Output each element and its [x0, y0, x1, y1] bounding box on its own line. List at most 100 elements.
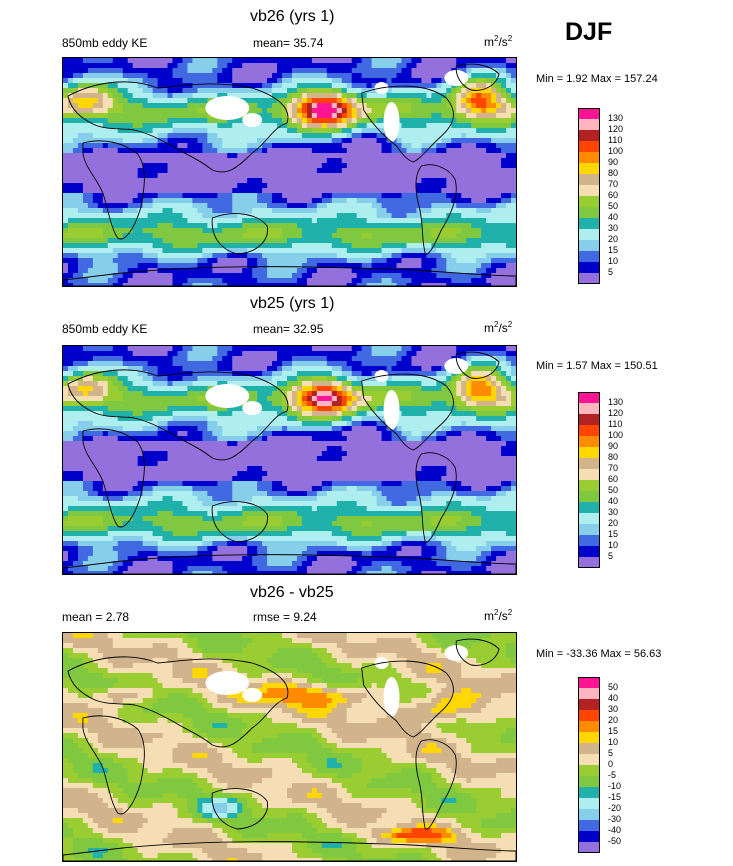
colorbar-level-label: 10	[608, 540, 619, 550]
colorbar-swatch	[578, 251, 600, 262]
coastline	[455, 351, 500, 379]
panel-minmax: Min = -33.36 Max = 56.63	[536, 648, 662, 660]
colorbar-level-label: 30	[608, 223, 619, 233]
coastline	[415, 739, 457, 830]
colorbar-swatch	[578, 392, 600, 403]
colorbar-level-label: 60	[608, 190, 619, 200]
colorbar-level-label: 50	[608, 682, 619, 692]
colorbar-swatch	[578, 809, 600, 820]
colorbar-level-label: 80	[608, 452, 619, 462]
colorbar-swatch	[578, 842, 600, 853]
colorbar-level-label: 130	[608, 397, 624, 407]
coastline	[361, 660, 454, 738]
colorbar-level-label: -30	[608, 814, 622, 824]
colorbar-swatch	[578, 557, 600, 568]
coastline	[361, 85, 454, 163]
masked-region	[242, 113, 263, 127]
colorbar-level-label: 0	[608, 759, 614, 769]
coastline	[82, 428, 145, 528]
panel-units: m2/s2	[484, 608, 513, 623]
colorbar-level-label: 20	[608, 234, 619, 244]
coastline	[211, 501, 268, 543]
coastline	[455, 63, 500, 91]
masked-region	[383, 390, 400, 430]
colorbar-swatch	[578, 207, 600, 218]
panel-stat-label: mean= 32.95	[253, 322, 324, 336]
masked-region	[205, 671, 250, 695]
colorbar-swatch	[578, 677, 600, 688]
coastline	[67, 81, 289, 173]
panel-title: vb26 (yrs 1)	[250, 8, 335, 25]
colorbar-swatch	[578, 491, 600, 502]
colorbar-level-label: 5	[608, 267, 614, 277]
masked-region	[205, 384, 250, 408]
masked-region	[205, 96, 250, 120]
colorbar-level-label: 30	[608, 507, 619, 517]
colorbar-swatch	[578, 831, 600, 842]
colorbar-vb25: 130 120 110 100 90 80 70 60 50 40 30 20 15 10 5	[578, 392, 623, 568]
masked-region	[242, 401, 263, 415]
panel-stat-label: rmse = 9.24	[253, 610, 317, 624]
masked-region	[242, 688, 263, 702]
colorbar-level-label: 40	[608, 693, 619, 703]
coastline	[455, 638, 500, 666]
colorbar-level-label: 40	[608, 496, 619, 506]
coastline	[415, 452, 457, 543]
panel-title: vb26 - vb25	[250, 584, 334, 601]
panel-title: vb25 (yrs 1)	[250, 295, 335, 312]
colorbar-swatch	[578, 776, 600, 787]
colorbar-swatch	[578, 732, 600, 743]
colorbar-swatch	[578, 524, 600, 535]
colorbar-level-label: 70	[608, 463, 619, 473]
coastline	[211, 788, 268, 830]
colorbar-level-label: 15	[608, 245, 619, 255]
coastline	[63, 266, 516, 286]
colorbar-level-label: 120	[608, 124, 624, 134]
colorbar-swatch	[578, 743, 600, 754]
masked-region	[444, 358, 469, 374]
season-label: DJF	[565, 18, 613, 46]
colorbar-swatch	[578, 196, 600, 207]
panel-left-label: 850mb eddy KE	[62, 322, 148, 336]
colorbar-level-label: 110	[608, 135, 623, 145]
colorbar-swatch	[578, 262, 600, 273]
map-difference	[62, 632, 517, 862]
colorbar-swatch	[578, 699, 600, 710]
colorbar-swatch	[578, 469, 600, 480]
colorbar-level-label: 50	[608, 485, 619, 495]
colorbar-level-label: 50	[608, 201, 619, 211]
colorbar-level-label: 120	[608, 408, 624, 418]
colorbar-level-label: 10	[608, 737, 619, 747]
colorbar-swatch	[578, 513, 600, 524]
colorbar-swatch	[578, 218, 600, 229]
colorbar-swatch	[578, 273, 600, 284]
panel-left-label: 850mb eddy KE	[62, 36, 148, 50]
colorbar-swatch	[578, 787, 600, 798]
colorbar-level-label: -15	[608, 792, 622, 802]
map-vb25	[62, 345, 517, 575]
colorbar-swatch	[578, 141, 600, 152]
colorbar-swatch	[578, 765, 600, 776]
coastline	[67, 656, 289, 748]
colorbar-vb26: 130 120 110 100 90 80 70 60 50 40 30 20 15 10 5	[578, 108, 623, 284]
colorbar-level-label: 70	[608, 179, 619, 189]
colorbar-swatch	[578, 688, 600, 699]
panel-units: m2/s2	[484, 320, 513, 335]
colorbar-swatch	[578, 403, 600, 414]
coastline	[211, 213, 268, 255]
colorbar-swatch	[578, 820, 600, 831]
colorbar-level-label: 100	[608, 146, 624, 156]
map-field	[63, 633, 516, 861]
colorbar-swatch	[578, 535, 600, 546]
colorbar-level-label: 40	[608, 212, 619, 222]
masked-region	[383, 677, 400, 717]
colorbar-level-label: 100	[608, 430, 624, 440]
colorbar-swatch	[578, 436, 600, 447]
colorbar-swatch	[578, 163, 600, 174]
colorbar-level-label: -10	[608, 781, 622, 791]
coastline	[67, 369, 289, 461]
colorbar-level-label: 20	[608, 518, 619, 528]
map-field	[63, 58, 516, 286]
panel-minmax: Min = 1.57 Max = 150.51	[536, 360, 658, 372]
colorbar-level-label: 20	[608, 715, 619, 725]
